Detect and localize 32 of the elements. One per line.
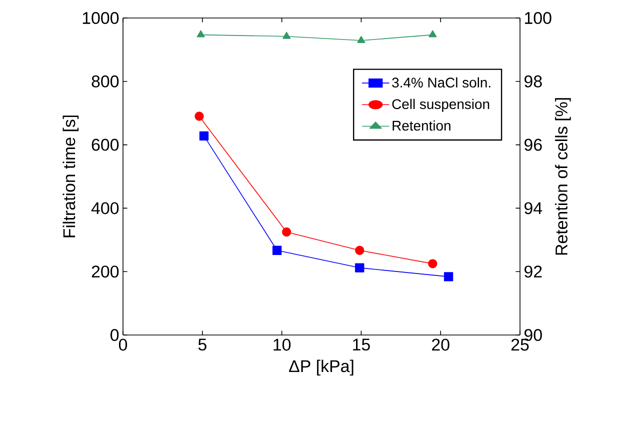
- point: [444, 272, 454, 282]
- point: [272, 246, 282, 255]
- x-tick-label: 20: [432, 338, 450, 351]
- point: [282, 227, 292, 237]
- y2-axis-title: Retention of cells [%]: [555, 98, 571, 255]
- legend-label: 3.4% NaCl soln.: [392, 77, 490, 88]
- y-tick-label: 1000: [82, 12, 119, 24]
- point: [199, 131, 209, 141]
- y2-tick-label: 90: [524, 329, 542, 341]
- y2-tick-label: 96: [524, 138, 542, 151]
- y2-tick-label: 100: [525, 12, 552, 24]
- y2-tick-label: 92: [524, 266, 542, 278]
- y-tick-label: 600: [92, 138, 119, 151]
- point: [355, 263, 364, 272]
- x-tick-label: 5: [198, 338, 206, 351]
- y-tick-label: 0: [110, 329, 119, 341]
- y-tick-label: 400: [91, 202, 119, 214]
- point: [355, 246, 364, 255]
- point: [428, 259, 438, 268]
- y2-tick-label: 98: [524, 75, 542, 88]
- y-axis-title: Filtration time [s]: [62, 116, 79, 238]
- y-tick-label: 800: [92, 75, 119, 88]
- x-tick-label: 25: [511, 338, 529, 351]
- x-tick-label: 15: [353, 338, 370, 351]
- legend-label: Cell suspension: [392, 98, 490, 112]
- y-tick-label: 200: [92, 266, 119, 278]
- legend-label: Retention: [392, 120, 450, 131]
- point: [194, 112, 204, 121]
- x-tick-label: 10: [274, 338, 291, 351]
- x-tick-label: 0: [118, 338, 128, 351]
- x-axis-title: ΔP [kPa]: [289, 360, 354, 376]
- y2-tick-label: 94: [524, 202, 542, 214]
